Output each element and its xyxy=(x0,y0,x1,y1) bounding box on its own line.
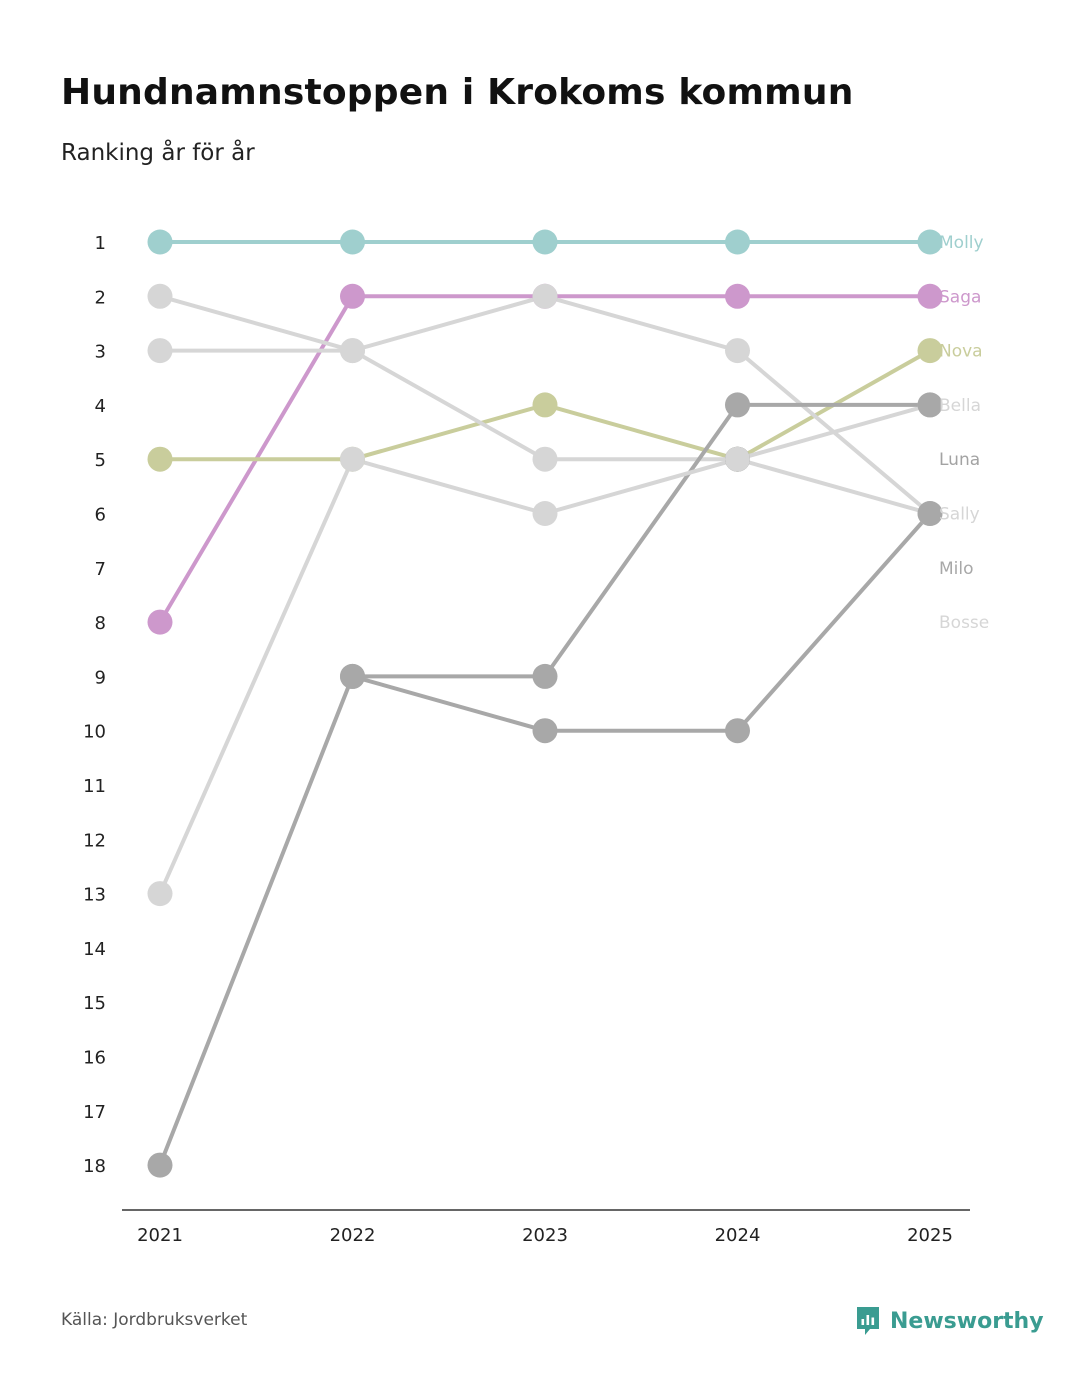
marker-saga-2021 xyxy=(147,609,173,635)
y-tick-label: 9 xyxy=(95,667,106,688)
marker-saga-2022 xyxy=(340,283,365,309)
marker-bella-2023 xyxy=(532,446,558,472)
y-tick-label: 17 xyxy=(83,1102,106,1123)
marker-milo-2025 xyxy=(917,392,943,418)
marker-molly-2022 xyxy=(340,229,365,255)
chart-title: Hundnamnstoppen i Krokoms kommun xyxy=(61,72,854,113)
y-tick-label: 2 xyxy=(95,287,106,308)
marker-sally-2023 xyxy=(532,283,558,309)
end-label-saga: Saga xyxy=(939,287,981,307)
brand-logo: Newsworthy xyxy=(855,1305,1044,1337)
marker-bosse-2023 xyxy=(532,501,558,526)
chart-subtitle: Ranking år för år xyxy=(61,140,255,166)
marker-nova-2023 xyxy=(532,392,558,418)
series-line-unnamed xyxy=(350,511,932,733)
marker-nova-2025 xyxy=(917,338,943,364)
newsworthy-logo-icon xyxy=(857,1307,879,1335)
x-tick-label: 2025 xyxy=(907,1225,953,1246)
marker-bella-2021 xyxy=(147,283,173,309)
marker-sally-2022 xyxy=(340,338,365,364)
series-lines xyxy=(158,240,932,1168)
x-tick-label: 2022 xyxy=(330,1225,376,1246)
end-label-bella: Bella xyxy=(939,396,981,416)
marker-unnamed-2024 xyxy=(725,718,750,744)
y-tick-label: 4 xyxy=(95,396,106,417)
y-tick-label: 3 xyxy=(95,342,106,363)
x-tick-label: 2024 xyxy=(715,1225,761,1246)
series-markers xyxy=(147,229,943,1178)
y-tick-label: 12 xyxy=(83,830,106,851)
marker-molly-2024 xyxy=(725,229,750,255)
y-tick-label: 14 xyxy=(83,939,106,960)
y-tick-label: 13 xyxy=(83,885,106,906)
end-label-bosse: Bosse xyxy=(939,613,989,633)
marker-milo-2021 xyxy=(147,1152,173,1178)
marker-bosse-2021 xyxy=(147,881,173,907)
x-tick-label: 2021 xyxy=(137,1225,183,1246)
x-tick-label: 2023 xyxy=(522,1225,568,1246)
marker-saga-2024 xyxy=(725,283,750,309)
end-label-luna: Luna xyxy=(939,450,980,470)
marker-unnamed-2022 xyxy=(340,663,365,689)
y-tick-label: 6 xyxy=(95,505,106,526)
marker-molly-2023 xyxy=(532,229,558,255)
marker-unnamed-2025 xyxy=(917,501,943,526)
y-tick-label: 10 xyxy=(83,722,106,743)
marker-unnamed-2023 xyxy=(532,718,558,744)
marker-sally-2021 xyxy=(147,338,173,364)
marker-molly-2021 xyxy=(147,229,173,255)
y-tick-label: 7 xyxy=(95,559,106,580)
marker-milo-2023 xyxy=(532,663,558,689)
y-tick-label: 11 xyxy=(83,776,106,797)
end-label-nova: Nova xyxy=(939,342,983,362)
y-tick-label: 15 xyxy=(83,993,106,1014)
marker-nova-2021 xyxy=(147,446,173,472)
y-tick-label: 18 xyxy=(83,1156,106,1177)
x-axis-ticks: 2021 2022 2023 2024 2025 xyxy=(137,1225,953,1246)
end-label-milo: Milo xyxy=(939,559,974,579)
marker-saga-2025 xyxy=(917,283,943,309)
marker-sally-2024 xyxy=(725,338,750,364)
end-labels: Molly Saga Nova Bella Luna Sally Milo Bosse xyxy=(939,233,989,633)
series-line-bella xyxy=(158,294,932,462)
marker-molly-2025 xyxy=(917,229,943,255)
brand-name: Newsworthy xyxy=(890,1308,1044,1334)
y-tick-label: 1 xyxy=(95,233,106,254)
marker-bosse-2022 xyxy=(340,446,365,472)
y-tick-label: 5 xyxy=(95,450,106,471)
source-note: Källa: Jordbruksverket xyxy=(61,1310,248,1330)
marker-bosse-2024 xyxy=(725,446,750,472)
end-label-sally: Sally xyxy=(939,505,980,525)
marker-milo-2024 xyxy=(725,392,750,418)
end-label-molly: Molly xyxy=(939,233,984,253)
y-tick-label: 16 xyxy=(83,1048,106,1069)
y-tick-label: 8 xyxy=(95,613,106,634)
